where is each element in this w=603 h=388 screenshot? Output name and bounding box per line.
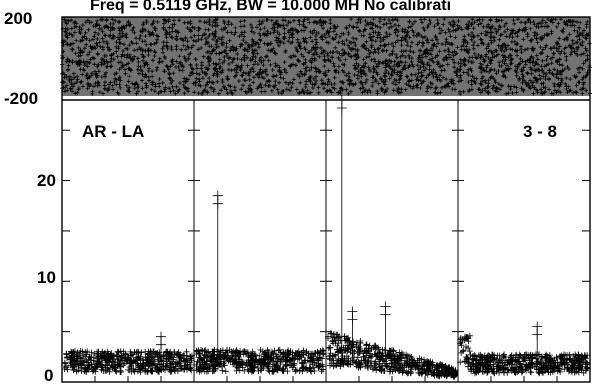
phase-ytick-top: 200: [4, 9, 32, 28]
phase-ytick-bottom: -200: [4, 89, 38, 108]
amp-spike-point: [532, 329, 543, 340]
amp-spike-point: [212, 198, 223, 209]
chart-title: Freq = 0.5119 GHz, BW = 10.000 MH No cal…: [90, 0, 451, 14]
baseline-label: AR - LA: [82, 122, 144, 141]
amp-noise-panel-3: [325, 330, 459, 380]
amp-ytick-0: 0: [44, 366, 53, 385]
amp-spike-point: [380, 309, 391, 320]
phase-noise-band: [60, 17, 592, 96]
amp-spike-point: [156, 339, 166, 350]
antenna-pair-label: 3 - 8: [523, 122, 557, 141]
amp-spike-point: [347, 314, 358, 325]
amp-spike-point: [336, 103, 347, 113]
amp-noise-panel-4: [457, 332, 591, 377]
amp-ytick-10: 10: [37, 268, 56, 287]
amplitude-series: [61, 95, 591, 380]
plot-frame: [61, 16, 591, 383]
amp-ytick-20: 20: [37, 171, 56, 190]
phase-band-fill: [62, 17, 590, 96]
amp-noise-panel-1: [61, 348, 195, 376]
amp-noise-panel-2: [193, 346, 327, 375]
